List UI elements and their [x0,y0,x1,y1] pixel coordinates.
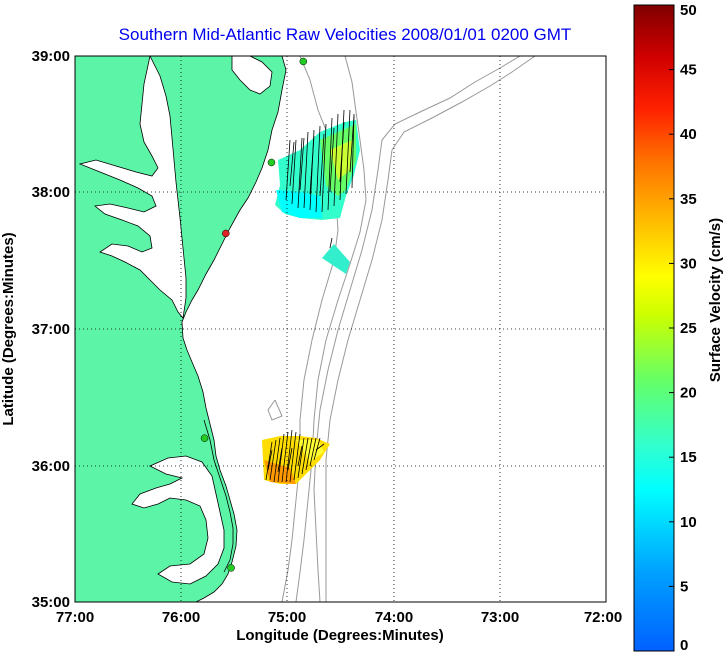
y-tick-label: 35:00 [32,594,70,611]
y-tick-label: 39:00 [32,48,70,65]
plot-frame [74,55,607,603]
land-mass [75,56,287,602]
pamlico-sound [131,455,225,585]
colorbar-tick-label: 5 [680,578,688,595]
y-axis-label: Latitude (Degrees:Minutes) [0,232,17,425]
map-title: Southern Mid-Atlantic Raw Velocities 200… [119,25,572,44]
colorbar-tick-label: 30 [680,255,697,272]
y-tick-label: 37:00 [32,321,70,338]
colorbar-ticks: 0 5 10 15 20 25 30 35 40 45 50 [669,2,697,654]
x-axis-label: Longitude (Degrees:Minutes) [236,627,444,644]
station-marker [222,229,230,238]
colorbar-tick-label: 15 [680,449,697,466]
colorbar-tick-label: 0 [680,637,688,654]
velocity-vectors-north [285,109,355,249]
radar-stations [200,57,308,572]
y-tick-label: 36:00 [32,458,70,475]
x-axis: 77:00 76:00 75:00 74:00 73:00 72:00 Long… [56,609,622,644]
colorbar-tick-label: 10 [680,514,697,531]
colorbar-gradient [633,4,675,652]
colorbar-tick-label: 20 [680,385,697,402]
map-grid [75,56,606,602]
colorbar: 0 5 10 15 20 25 30 35 40 45 50 Surface Velocity (c… [633,2,724,654]
velocity-field-middle [322,244,350,274]
colorbar-tick-label: 25 [680,320,697,337]
plot-area [75,56,606,602]
colorbar-label: Surface Velocity (cm/s) [707,218,724,382]
colorbar-tick-label: 50 [680,2,697,19]
x-tick-label: 73:00 [481,609,519,626]
x-tick-label: 74:00 [375,609,413,626]
x-tick-label: 72:00 [584,609,622,626]
colorbar-tick-label: 35 [680,191,697,208]
outer-banks [203,419,234,573]
station-marker [227,564,235,572]
station-marker [267,158,276,167]
colorbar-tick-label: 45 [680,62,697,79]
y-axis: 39:00 38:00 37:00 36:00 35:00 Latitude (… [0,48,70,611]
delaware-bay [231,56,273,95]
station-marker [200,434,209,442]
x-tick-label: 76:00 [162,609,200,626]
colorbar-tick-label: 40 [680,126,697,143]
velocity-vectors-south [265,429,325,483]
y-tick-label: 38:00 [32,184,70,201]
station-marker [299,57,308,66]
x-tick-label: 75:00 [268,609,306,626]
x-tick-label: 77:00 [56,609,94,626]
